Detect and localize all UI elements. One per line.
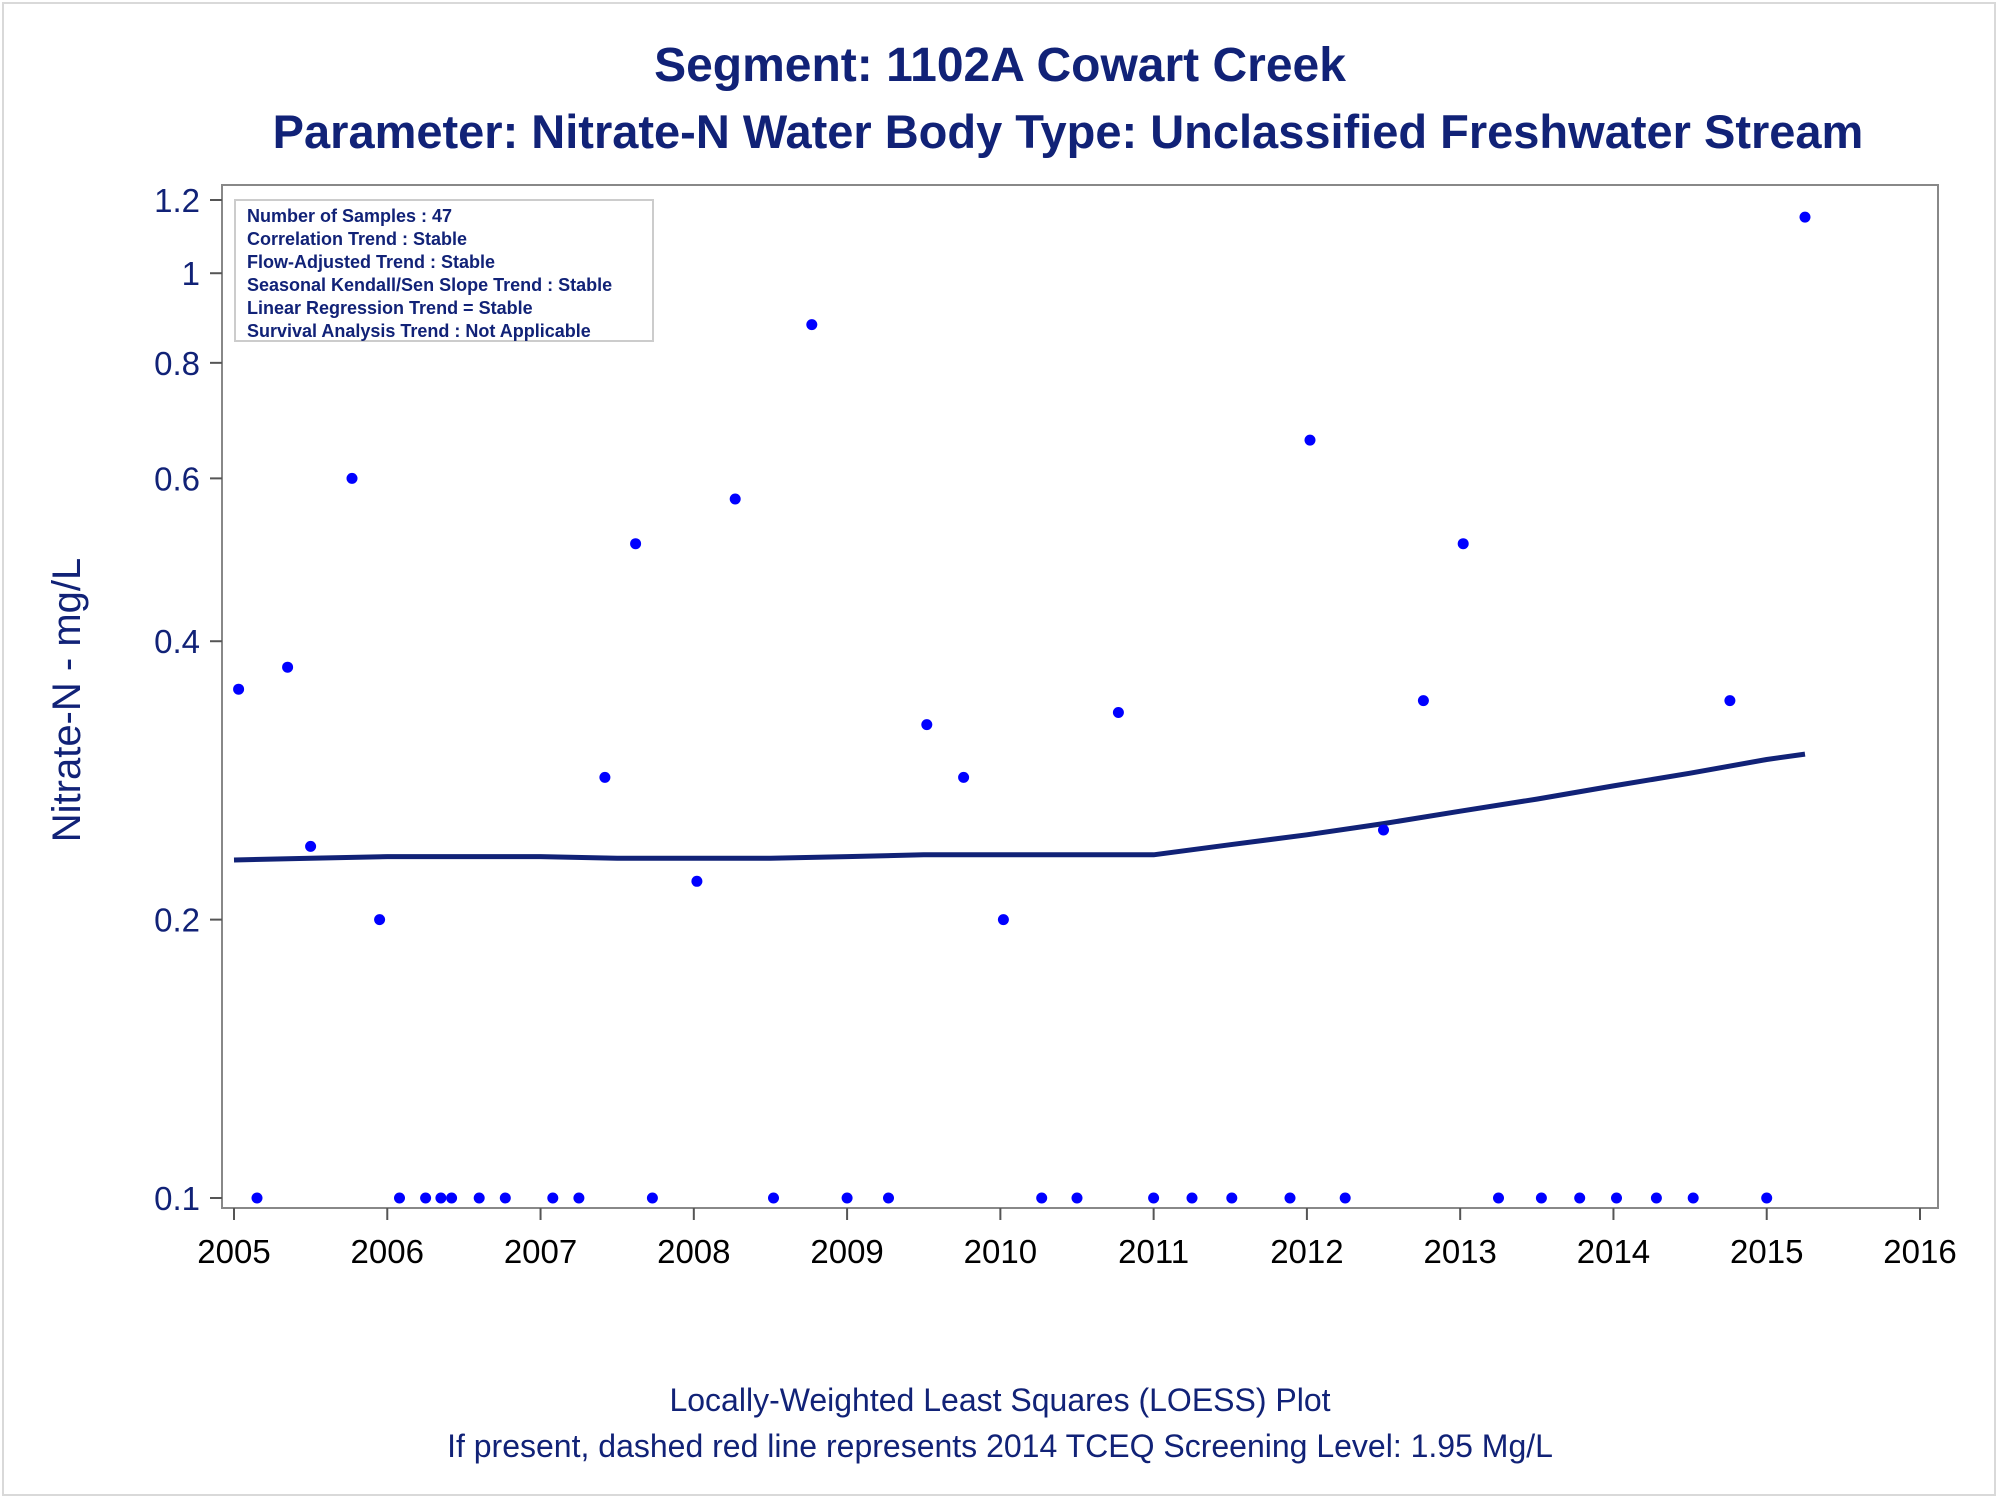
y-tick-label: 0.6 [154,460,200,497]
data-point [251,1192,263,1204]
plot-area [221,184,1939,1209]
data-point [1724,695,1736,707]
x-tick-label: 2011 [1118,1233,1189,1270]
data-point [499,1192,511,1204]
y-tick-label: 1.2 [154,182,200,219]
stats-box-line: Seasonal Kendall/Sen Slope Trend : Stabl… [247,275,612,295]
data-point [1226,1192,1238,1204]
data-point [921,719,933,731]
data-point [473,1192,485,1204]
data-point [420,1192,432,1204]
data-point [435,1192,447,1204]
y-tick-label: 0.1 [154,1180,200,1217]
x-tick-label: 2008 [657,1233,730,1270]
data-point [1186,1192,1198,1204]
chart-title: Segment: 1102A Cowart Creek [654,39,1346,92]
data-point [1071,1192,1083,1204]
footnote-screening-level: If present, dashed red line represents 2… [447,1428,1553,1464]
y-tick-label: 0.8 [154,345,200,382]
data-point [1799,211,1811,223]
data-point [1148,1192,1160,1204]
y-tick-label: 0.2 [154,902,200,939]
data-point [1304,434,1316,446]
data-point [573,1192,585,1204]
data-point [1761,1192,1773,1204]
x-tick-label: 2009 [810,1233,883,1270]
data-point [1284,1192,1296,1204]
loess-line [233,751,1806,863]
x-tick-label: 2005 [197,1233,270,1270]
data-point [233,683,245,695]
data-point [1112,707,1124,718]
x-tick-label: 2013 [1423,1233,1496,1270]
data-point [282,661,294,673]
data-point [1650,1192,1662,1204]
stats-box-line: Number of Samples : 47 [247,206,452,226]
stats-box-line: Linear Regression Trend = Stable [247,298,533,318]
data-point [1611,1192,1622,1204]
data-point [547,1192,559,1204]
data-point [394,1192,405,1204]
x-tick-label: 2012 [1270,1233,1343,1270]
data-point [1378,824,1389,836]
x-tick-label: 2014 [1577,1233,1650,1270]
footnote-loess: Locally-Weighted Least Squares (LOESS) P… [669,1382,1331,1418]
stats-box-line: Correlation Trend : Stable [247,229,467,249]
data-point [1339,1192,1351,1204]
data-point [1687,1192,1699,1204]
data-point [883,1192,894,1204]
data-point [1457,538,1469,550]
data-point [305,840,317,852]
stats-box-line: Survival Analysis Trend : Not Applicable [247,321,591,341]
data-point [997,914,1009,926]
data-point [599,771,611,783]
x-tick-label: 2010 [964,1233,1037,1270]
data-point [630,538,642,550]
x-tick-label: 2006 [351,1233,424,1270]
data-point [1574,1192,1586,1204]
data-point [446,1192,458,1204]
data-point [646,1192,658,1204]
chart-subtitle: Parameter: Nitrate-N Water Body Type: Un… [272,105,1864,158]
data-point [958,771,970,783]
data-point [1493,1192,1504,1204]
y-axis-label: Nitrate-N - mg/L [45,558,89,843]
data-point [691,875,703,887]
stats-box [234,199,654,342]
data-point [1535,1192,1547,1204]
data-point [374,914,386,926]
data-point [1036,1192,1048,1204]
data-point [841,1192,853,1204]
data-point [729,493,741,505]
y-tick-label: 0.4 [154,623,200,660]
x-tick-label: 2015 [1730,1233,1803,1270]
data-point [1417,695,1429,707]
x-tick-label: 2016 [1883,1233,1956,1270]
x-tick-label: 2007 [504,1233,577,1270]
stats-box-line: Flow-Adjusted Trend : Stable [247,252,495,272]
data-point [806,319,818,331]
data-point [346,472,358,484]
y-tick-label: 1 [182,255,200,292]
data-point [768,1192,779,1204]
